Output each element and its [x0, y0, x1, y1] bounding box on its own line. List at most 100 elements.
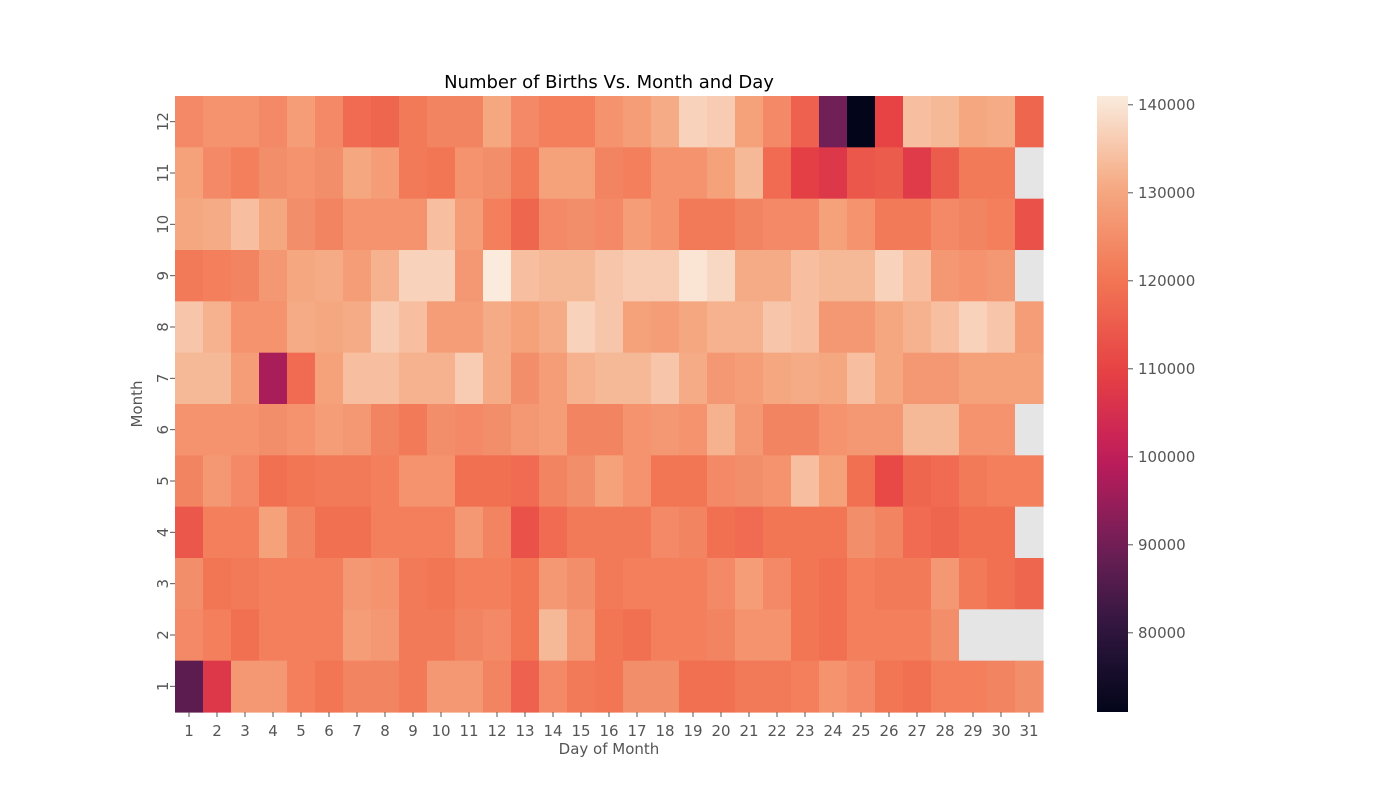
heatmap-cell-m6-d18 — [651, 404, 680, 456]
heatmap-cell-m4-d20 — [707, 506, 736, 559]
heatmap-cell-m8-d30 — [987, 301, 1016, 354]
x-tick-label: 10 — [431, 722, 450, 740]
y-tick-label: 12 — [154, 112, 172, 131]
heatmap-cell-m12-d14 — [539, 96, 568, 148]
heatmap-cell-m8-d16 — [595, 301, 624, 354]
heatmap-cell-m9-d15 — [567, 250, 596, 302]
heatmap-cell-m1-d25 — [847, 660, 876, 713]
heatmap-cell-m7-d2 — [203, 352, 232, 405]
heatmap-cell-m10-d5 — [287, 198, 316, 251]
heatmap-cell-m12-d26 — [875, 96, 904, 148]
heatmap-cell-m9-d29 — [959, 250, 988, 302]
heatmap-cell-m10-d3 — [231, 198, 260, 251]
heatmap-cell-m7-d4 — [259, 352, 288, 405]
heatmap-cell-m6-d24 — [819, 404, 848, 456]
heatmap-cell-m7-d10 — [427, 352, 456, 405]
heatmap-cell-m11-d30 — [987, 147, 1016, 200]
heatmap-cell-m10-d31 — [1015, 198, 1044, 251]
heatmap-cell-m9-d12 — [483, 250, 512, 302]
heatmap-cell-m2-d11 — [455, 609, 484, 662]
y-tick-label: 10 — [154, 215, 172, 234]
heatmap-cell-m8-d22 — [763, 301, 792, 354]
heatmap-cell-m4-d23 — [791, 506, 820, 559]
heatmap-cell-m7-d9 — [399, 352, 428, 405]
heatmap-cell-m4-d9 — [399, 506, 428, 559]
heatmap-cell-m9-d3 — [231, 250, 260, 302]
x-tick-label: 5 — [296, 722, 306, 740]
heatmap-cell-m7-d12 — [483, 352, 512, 405]
heatmap-cell-m6-d11 — [455, 404, 484, 456]
heatmap-cell-m4-d18 — [651, 506, 680, 559]
heatmap-cell-m9-d25 — [847, 250, 876, 302]
heatmap-cell-m1-d13 — [511, 660, 540, 713]
heatmap-cell-m6-d25 — [847, 404, 876, 456]
heatmap-cell-m3-d5 — [287, 558, 316, 610]
heatmap-cell-m5-d23 — [791, 455, 820, 508]
heatmap-cell-m2-d2 — [203, 609, 232, 662]
heatmap-cell-m1-d21 — [735, 660, 764, 713]
heatmap-cell-m3-d29 — [959, 558, 988, 610]
heatmap-cell-m1-d8 — [371, 660, 400, 713]
heatmap-cell-m5-d24 — [819, 455, 848, 508]
heatmap-cell-m3-d24 — [819, 558, 848, 610]
heatmap-cell-m1-d11 — [455, 660, 484, 713]
heatmap-cell-m3-d1 — [175, 558, 204, 610]
heatmap-cell-m4-d10 — [427, 506, 456, 559]
heatmap-cell-m1-d3 — [231, 660, 260, 713]
heatmap-cell-m6-d17 — [623, 404, 652, 456]
heatmap-cell-m4-d27 — [903, 506, 932, 559]
x-tick-label: 14 — [543, 722, 562, 740]
heatmap-cell-m9-d18 — [651, 250, 680, 302]
colorbar-tick-label: 140000 — [1138, 96, 1195, 114]
heatmap-cell-m10-d17 — [623, 198, 652, 251]
heatmap-cell-m10-d15 — [567, 198, 596, 251]
heatmap-cell-m2-d8 — [371, 609, 400, 662]
x-tick-label: 22 — [767, 722, 786, 740]
heatmap-cell-m4-d14 — [539, 506, 568, 559]
heatmap-cell-m8-d23 — [791, 301, 820, 354]
heatmap-cell-m1-d7 — [343, 660, 372, 713]
heatmap-cell-m1-d14 — [539, 660, 568, 713]
heatmap-cell-m3-d22 — [763, 558, 792, 610]
colorbar-tick-label: 80000 — [1138, 624, 1186, 642]
x-tick-label: 26 — [879, 722, 898, 740]
heatmap-cell-m7-d28 — [931, 352, 960, 405]
heatmap-cell-m5-d9 — [399, 455, 428, 508]
heatmap-cell-m6-d15 — [567, 404, 596, 456]
heatmap-cell-m8-d7 — [343, 301, 372, 354]
heatmap-cell-m2-d17 — [623, 609, 652, 662]
heatmap-cell-m9-d31 — [1015, 250, 1044, 302]
x-tick-label: 13 — [515, 722, 534, 740]
heatmap-cell-m11-d25 — [847, 147, 876, 200]
heatmap-cell-m8-d8 — [371, 301, 400, 354]
heatmap-cell-m3-d26 — [875, 558, 904, 610]
x-tick-label: 31 — [1019, 722, 1038, 740]
heatmap-cell-m5-d11 — [455, 455, 484, 508]
heatmap-cell-m5-d3 — [231, 455, 260, 508]
heatmap-cell-m12-d16 — [595, 96, 624, 148]
heatmap-cell-m8-d6 — [315, 301, 344, 354]
heatmap-cell-m4-d8 — [371, 506, 400, 559]
y-tick-label: 11 — [154, 163, 172, 182]
heatmap-cell-m11-d13 — [511, 147, 540, 200]
heatmap-cell-m3-d19 — [679, 558, 708, 610]
heatmap-cell-m7-d1 — [175, 352, 204, 405]
heatmap-cell-m7-d13 — [511, 352, 540, 405]
heatmap-cell-m7-d25 — [847, 352, 876, 405]
heatmap-cell-m10-d7 — [343, 198, 372, 251]
heatmap-cell-m6-d23 — [791, 404, 820, 456]
heatmap-cell-m12-d20 — [707, 96, 736, 148]
heatmap-cell-m8-d18 — [651, 301, 680, 354]
heatmap-cell-m3-d11 — [455, 558, 484, 610]
heatmap-cell-m8-d12 — [483, 301, 512, 354]
heatmap-cell-m10-d21 — [735, 198, 764, 251]
heatmap-cell-m6-d28 — [931, 404, 960, 456]
heatmap-cell-m10-d13 — [511, 198, 540, 251]
heatmap-cell-m5-d21 — [735, 455, 764, 508]
heatmap-cell-m10-d19 — [679, 198, 708, 251]
heatmap-cell-m7-d11 — [455, 352, 484, 405]
heatmap-cell-m3-d15 — [567, 558, 596, 610]
heatmap-cell-m1-d19 — [679, 660, 708, 713]
heatmap-cell-m11-d14 — [539, 147, 568, 200]
